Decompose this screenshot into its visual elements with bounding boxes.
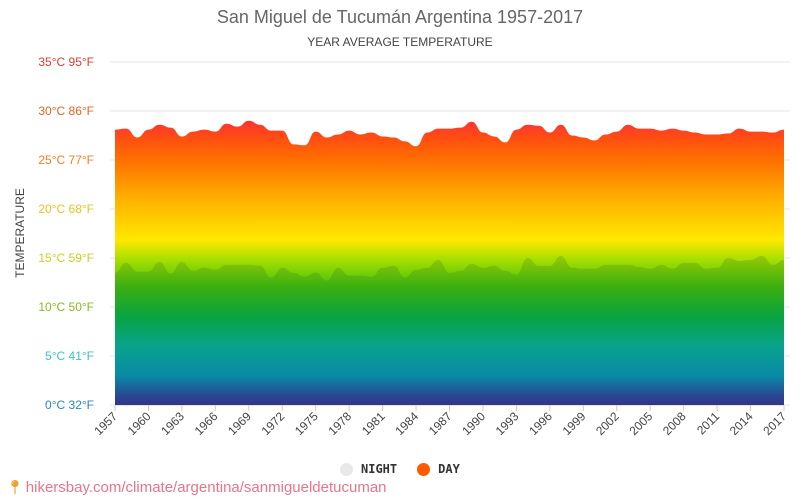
x-tick-label: 1984 xyxy=(392,409,421,438)
x-tick-label: 2014 xyxy=(727,409,756,438)
day-area xyxy=(115,120,784,406)
legend: NIGHT DAY xyxy=(340,462,460,476)
x-tick-label: 2011 xyxy=(694,409,722,437)
x-tick-label: 2002 xyxy=(593,409,622,438)
legend-night[interactable]: NIGHT xyxy=(340,462,397,476)
map-pin-icon: 📍︎ xyxy=(6,479,24,495)
y-tick-label: 15°C 59°F xyxy=(38,251,94,265)
night-area xyxy=(115,256,784,405)
y-axis-label: TEMPERATURE xyxy=(13,188,27,278)
source-link[interactable]: 📍︎ hikersbay.com/climate/argentina/sanmi… xyxy=(6,479,387,496)
legend-day-marker xyxy=(417,462,431,476)
x-tick-label: 1957 xyxy=(91,409,120,438)
y-tick-label: 0°C 32°F xyxy=(45,398,94,412)
x-tick-label: 1987 xyxy=(426,409,455,438)
y-tick-label: 30°C 86°F xyxy=(38,104,94,118)
y-tick-label: 20°C 68°F xyxy=(38,202,94,216)
source-url: hikersbay.com/climate/argentina/sanmigue… xyxy=(25,479,387,496)
x-tick-label: 1975 xyxy=(292,409,321,438)
legend-day-label: DAY xyxy=(438,462,460,476)
x-tick-label: 1960 xyxy=(125,409,154,438)
y-tick-label: 5°C 41°F xyxy=(45,349,94,363)
y-tick-label: 25°C 77°F xyxy=(38,153,94,167)
x-tick-label: 1978 xyxy=(325,409,354,438)
x-tick-label: 1972 xyxy=(259,409,288,438)
x-tick-label: 1963 xyxy=(158,409,187,438)
x-tick-label: 2017 xyxy=(760,409,789,438)
legend-night-label: NIGHT xyxy=(361,462,398,476)
x-tick-label: 1993 xyxy=(493,409,522,438)
legend-day[interactable]: DAY xyxy=(417,462,460,476)
x-tick-label: 1996 xyxy=(526,409,555,438)
x-tick-label: 1966 xyxy=(192,409,221,438)
x-tick-label: 1969 xyxy=(225,409,254,438)
x-tick-label: 1981 xyxy=(359,409,388,438)
legend-night-marker xyxy=(340,462,353,476)
x-tick-label: 1990 xyxy=(459,409,488,438)
x-tick-label: 1999 xyxy=(560,409,589,438)
x-tick-label: 2005 xyxy=(627,409,656,438)
y-tick-label: 10°C 50°F xyxy=(38,300,94,314)
y-tick-label: 35°C 95°F xyxy=(38,55,94,69)
x-tick-label: 2008 xyxy=(660,409,689,438)
chart-subtitle: YEAR AVERAGE TEMPERATURE xyxy=(307,35,493,49)
chart-title: San Miguel de Tucumán Argentina 1957-201… xyxy=(216,7,584,27)
